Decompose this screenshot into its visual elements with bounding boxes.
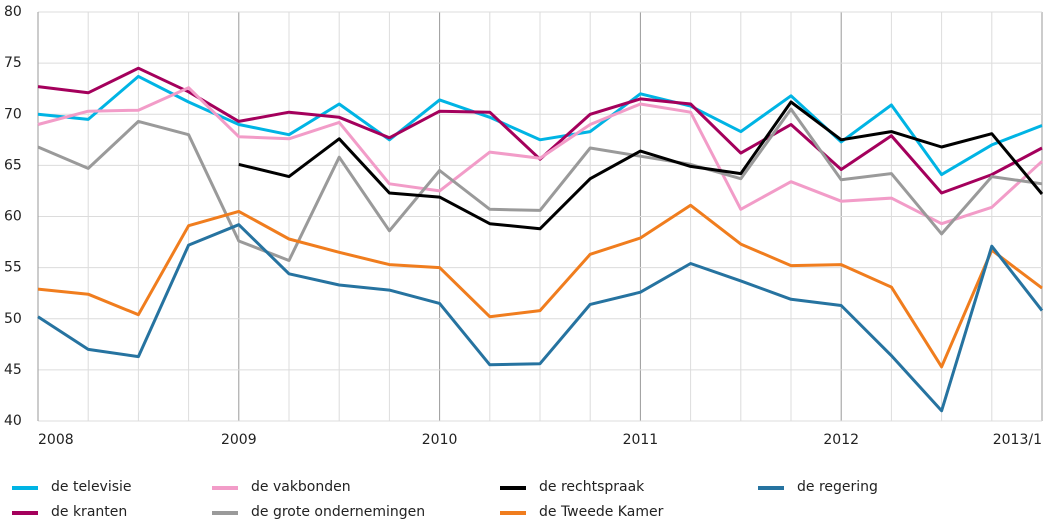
legend-label: de televisie: [51, 479, 132, 495]
x-tick-label: 2011: [623, 432, 659, 448]
y-tick-label: 55: [4, 260, 22, 276]
series-line: [37, 107, 1043, 262]
legend-label: de vakbonden: [251, 479, 351, 495]
series-line: [37, 203, 1043, 369]
legend-label: de Tweede Kamer: [539, 504, 664, 520]
series-line: [238, 100, 1044, 231]
series-line: [37, 86, 1044, 226]
y-tick-label: 50: [4, 311, 22, 327]
y-tick-label: 80: [4, 4, 22, 20]
x-tick-label: 2009: [221, 432, 257, 448]
legend-label: de kranten: [51, 504, 127, 520]
x-tick-label: 2008: [38, 432, 74, 448]
legend-label: de grote ondernemingen: [251, 504, 425, 520]
legend-label: de rechtspraak: [539, 479, 645, 495]
y-tick-label: 70: [4, 106, 22, 122]
y-tick-label: 75: [4, 55, 22, 71]
y-tick-label: 40: [4, 413, 22, 429]
y-tick-label: 60: [4, 209, 22, 225]
series-line: [37, 74, 1043, 177]
y-tick-label: 65: [4, 157, 22, 173]
x-tick-label: 2013/1: [993, 432, 1042, 448]
series-line: [37, 223, 1044, 413]
x-tick-label: 2012: [823, 432, 859, 448]
x-tick-label: 2010: [422, 432, 458, 448]
y-tick-label: 45: [4, 362, 22, 378]
legend-label: de regering: [797, 479, 878, 495]
